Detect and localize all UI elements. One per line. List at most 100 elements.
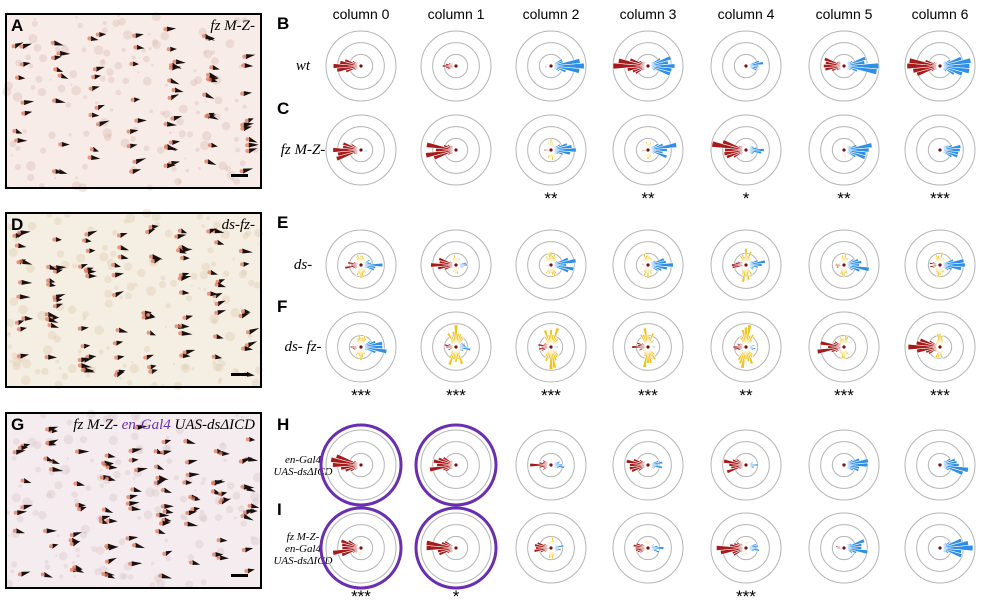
rose-center (359, 148, 363, 152)
hair-base (131, 543, 136, 548)
hair-base (68, 538, 73, 543)
rose-center (359, 345, 363, 349)
hair-base (153, 480, 158, 485)
tissue-texture (5, 318, 15, 328)
rose-petal-middle (744, 248, 748, 266)
rose-petal-posterior (843, 147, 870, 153)
significance-stars: *** (930, 386, 950, 405)
rose-petal-middle (745, 264, 753, 276)
rose-plot (325, 229, 397, 301)
micrograph-border (5, 412, 262, 589)
hair-base (206, 113, 211, 118)
tissue-texture (165, 555, 172, 562)
tissue-texture (121, 573, 128, 580)
tissue-texture (33, 17, 37, 21)
hair-base (14, 320, 19, 325)
hair-base (77, 264, 82, 269)
hair-mark (94, 74, 102, 80)
hair-base (213, 449, 218, 454)
rose-petal-anterior (430, 262, 457, 268)
tissue-texture (178, 130, 186, 138)
hair-mark (149, 312, 156, 318)
row-F: Fds- fz-*** *** *** *** ** *** *** (277, 297, 976, 405)
tissue-texture (203, 50, 208, 55)
hair-base (213, 334, 218, 339)
rose-ring (710, 30, 782, 102)
tissue-texture (18, 484, 22, 488)
hair-base (207, 77, 212, 82)
rose-plot (325, 114, 397, 186)
tissue-texture (134, 415, 138, 419)
en-gal4-domain-ring (319, 423, 403, 507)
hair-mark (207, 158, 217, 166)
hair-mark (20, 230, 31, 236)
tissue-texture (219, 360, 226, 367)
tissue-texture (242, 104, 247, 109)
tissue-texture (85, 485, 92, 492)
hair-mark (73, 541, 81, 547)
rose-plot (325, 30, 397, 102)
tissue-texture (254, 281, 261, 289)
hair-base (167, 95, 172, 100)
hair-mark (48, 426, 59, 432)
hair-mark (151, 369, 158, 375)
tissue-texture (123, 30, 133, 40)
tissue-texture (134, 282, 138, 287)
rose-petal-middle (935, 254, 941, 266)
tissue-texture (244, 231, 248, 235)
rose-plot: ** (808, 114, 880, 208)
tissue-texture (196, 213, 203, 220)
hair-mark (105, 507, 114, 513)
tissue-texture (233, 17, 241, 24)
rose-petal-middle (359, 264, 363, 279)
hair-mark (209, 113, 219, 120)
tissue-texture (230, 308, 241, 318)
rose-petal-middle (645, 540, 649, 549)
hair-base (134, 425, 139, 430)
hair-mark (249, 136, 258, 143)
hair-base (160, 450, 165, 455)
rose-petal-middle (356, 254, 362, 266)
tissue-texture (63, 44, 67, 48)
hair-mark (179, 247, 187, 254)
hair-mark (52, 458, 60, 464)
hair-mark (17, 138, 28, 144)
rose-petal-posterior (745, 463, 759, 467)
hair-base (201, 34, 206, 39)
column-header: column 1 (428, 6, 485, 22)
hair-base (98, 516, 103, 521)
tissue-texture (240, 520, 248, 527)
tissue-texture (239, 160, 246, 167)
rose-petal-posterior (647, 63, 676, 69)
rose-center (744, 263, 748, 267)
rose-plot (808, 229, 880, 301)
tissue-texture (178, 104, 188, 114)
rose-petal-middle (454, 346, 458, 363)
rose-center (549, 546, 553, 550)
rose-ring (527, 241, 575, 289)
hair-mark (251, 503, 260, 509)
tissue-texture (148, 47, 152, 51)
tissue-texture (43, 345, 53, 355)
hair-base (52, 304, 57, 309)
hair-base (244, 343, 249, 348)
hair-mark (220, 537, 228, 543)
hair-mark (54, 40, 64, 46)
hair-base (160, 488, 165, 493)
rose-center (549, 148, 553, 152)
hair-mark (18, 75, 26, 81)
hair-mark (16, 449, 26, 455)
tissue-texture (181, 514, 187, 521)
tissue-texture (119, 572, 126, 580)
rose-plot: *** (420, 311, 492, 405)
hair-mark (177, 234, 187, 240)
significance-stars: *** (930, 189, 950, 208)
hair-mark (81, 326, 89, 332)
tissue-texture (214, 96, 223, 105)
hair-base (241, 63, 246, 68)
tissue-texture (71, 491, 78, 498)
hair-base (161, 440, 166, 445)
